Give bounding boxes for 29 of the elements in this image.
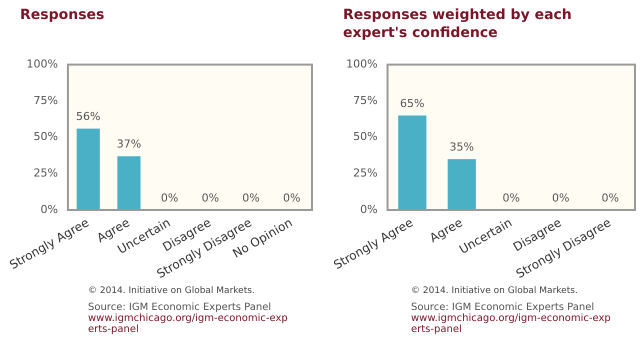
data-label: 0%	[282, 191, 300, 204]
data-label: 0%	[160, 191, 178, 204]
data-label: 0%	[602, 191, 619, 204]
y-tick-label: 75%	[353, 94, 378, 107]
y-tick-label: 50%	[353, 130, 378, 144]
data-label: 37%	[116, 138, 142, 151]
data-label: 0%	[502, 191, 520, 204]
chart-title: Responses weighted by each expert's confidence	[343, 6, 573, 42]
data-label: 56%	[76, 110, 100, 123]
data-label: 35%	[450, 140, 474, 154]
source-note: Source: IGM Economic Experts Panel	[88, 302, 272, 313]
y-tick-label: 100%	[346, 57, 378, 70]
text: www.igmchicago.org/igm-economic-experts-panel	[88, 313, 288, 335]
y-tick-label: 50%	[33, 130, 58, 144]
text: © 2014. Initiative on Global Markets.	[411, 286, 579, 296]
y-tick-label: 0%	[40, 202, 58, 216]
y-tick-label: 0%	[360, 202, 378, 216]
data-label: 65%	[400, 96, 425, 110]
data-label: 0%	[242, 191, 260, 204]
data-label: 0%	[552, 191, 570, 204]
y-tick-label: 25%	[353, 166, 378, 180]
y-tick-label: 100%	[26, 57, 58, 70]
text: www.igmchicago.org/igm-economic-experts-panel	[411, 313, 611, 335]
chart-title: Responses	[20, 6, 106, 24]
y-tick-label: 75%	[33, 94, 58, 107]
data-label: 0%	[202, 191, 220, 204]
source-note: Source: IGM Economic Experts Panel	[411, 302, 594, 313]
text: © 2014. Initiative on Global Markets.	[88, 286, 256, 296]
y-tick-label: 25%	[33, 166, 58, 180]
